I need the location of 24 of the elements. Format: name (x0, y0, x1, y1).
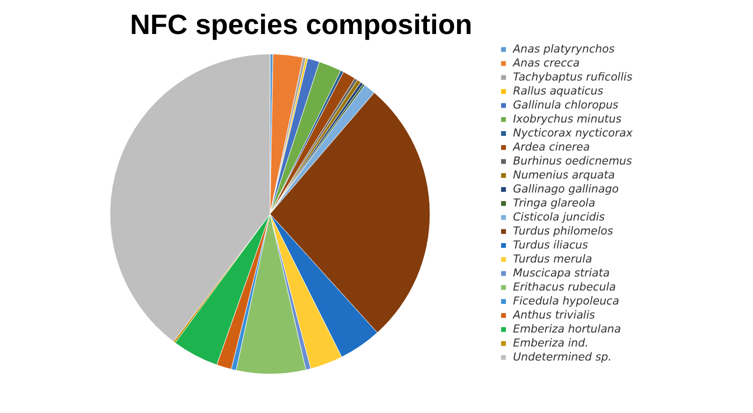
legend-label: Anas platyrynchos (512, 42, 615, 56)
legend-label: Erithacus rubecula (513, 280, 616, 294)
legend-label: Burhinus oedicnemus (513, 154, 632, 168)
legend-label: Anthus trivialis (512, 308, 596, 322)
legend-label: Ardea cinerea (512, 140, 590, 154)
legend-label: Nycticorax nycticorax (513, 126, 634, 140)
legend-label: Tringa glareola (513, 196, 596, 210)
legend-label: Emberiza hortulana (513, 322, 622, 336)
legend-label: Undetermined sp. (513, 350, 612, 364)
legend-label: Turdus merula (513, 252, 592, 266)
legend-label: Rallus aquaticus (513, 84, 604, 98)
legend-label: Anas crecca (512, 56, 580, 70)
legend-label: Numenius arquata (513, 168, 616, 182)
legend-label: Tachybaptus ruficollis (513, 70, 633, 84)
chart-title: NFC species composition (130, 9, 472, 40)
legend-label: Cisticola juncidis (513, 210, 606, 224)
legend-label: Turdus philomelos (513, 224, 614, 238)
legend-label: Ixobrychus minutus (513, 112, 622, 126)
legend-label: Muscicapa striata (513, 266, 610, 280)
legend-label: Emberiza ind. (513, 336, 589, 350)
legend-label: Ficedula hypoleuca (513, 294, 620, 308)
legend-label: Gallinula chloropus (513, 98, 619, 112)
legend-label: Gallinago gallinago (513, 182, 619, 196)
legend-label: Turdus iliacus (513, 238, 588, 252)
